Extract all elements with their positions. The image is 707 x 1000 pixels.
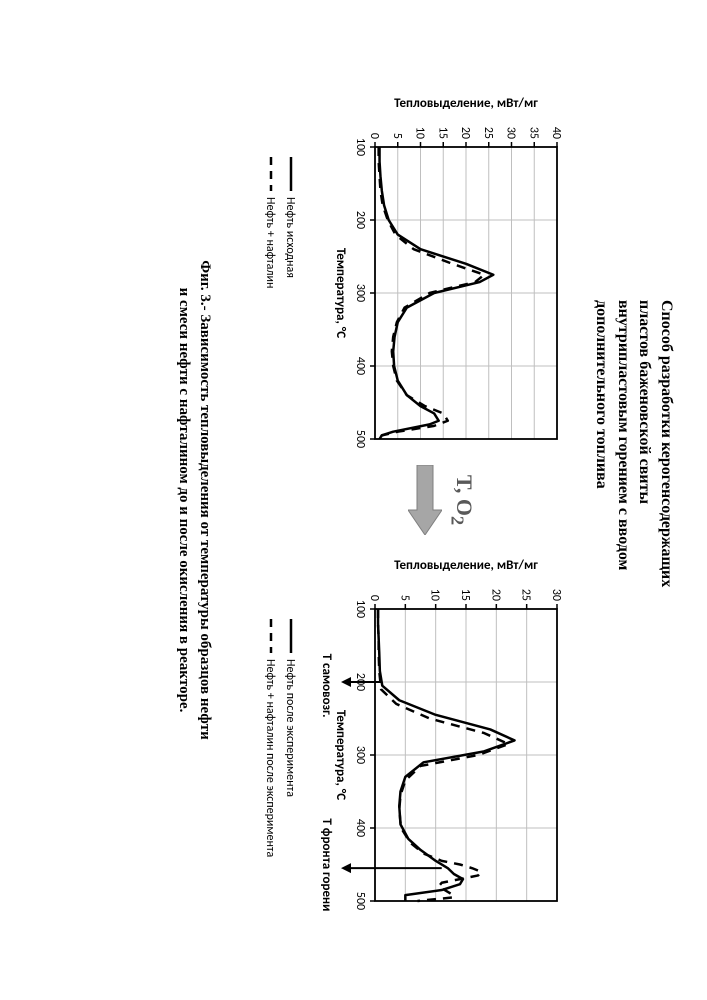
chart-right: 051015202530100200300400500Тепловыделени… bbox=[241, 551, 567, 911]
svg-text:Т самовозг.: Т самовозг. bbox=[319, 654, 334, 718]
svg-text:400: 400 bbox=[353, 357, 367, 375]
svg-text:Температура, °C: Температура, °C bbox=[333, 710, 348, 800]
svg-text:500: 500 bbox=[353, 892, 367, 910]
svg-text:Нефть + нафталин после экспери: Нефть + нафталин после эксперимента bbox=[263, 659, 277, 858]
svg-text:Тепловыделение, мВт/мг: Тепловыделение, мВт/мг bbox=[394, 558, 538, 573]
svg-text:15: 15 bbox=[435, 127, 449, 139]
svg-text:25: 25 bbox=[518, 589, 532, 601]
svg-text:300: 300 bbox=[353, 284, 367, 302]
caption-line: и смеси нефти с нафталином до и после ок… bbox=[176, 288, 192, 713]
svg-text:20: 20 bbox=[488, 589, 502, 601]
transition-arrow-block: T, O2 bbox=[408, 465, 476, 535]
svg-text:300: 300 bbox=[353, 746, 367, 764]
svg-text:0: 0 bbox=[367, 595, 381, 601]
title-line: пластов баженовской свиты bbox=[636, 300, 653, 504]
svg-text:Т фронта горения: Т фронта горения bbox=[319, 818, 334, 911]
svg-text:Тепловыделение, мВт/мг: Тепловыделение, мВт/мг bbox=[394, 96, 538, 111]
svg-text:15: 15 bbox=[458, 589, 472, 601]
svg-text:200: 200 bbox=[353, 211, 367, 229]
charts-row: 0510152025303540100200300400500Тепловыде… bbox=[241, 40, 567, 960]
title-line: Способ разработки керогенсодержащих bbox=[658, 300, 675, 587]
svg-text:35: 35 bbox=[526, 127, 540, 139]
svg-text:Нефть после эксперимента: Нефть после эксперимента bbox=[283, 659, 297, 797]
svg-text:10: 10 bbox=[412, 127, 426, 139]
document-title: Способ разработки керогенсодержащих плас… bbox=[591, 300, 677, 960]
svg-text:Нефть + нафталин: Нефть + нафталин bbox=[263, 197, 277, 288]
svg-text:Температура, °C: Температура, °C bbox=[333, 248, 348, 338]
transition-label: T, O2 bbox=[446, 475, 476, 525]
svg-text:30: 30 bbox=[549, 589, 563, 601]
svg-text:400: 400 bbox=[353, 819, 367, 837]
svg-text:20: 20 bbox=[458, 127, 472, 139]
title-line: дополнительного топлива bbox=[593, 300, 610, 489]
svg-text:5: 5 bbox=[389, 133, 403, 139]
title-line: внутрипластовым горением с вводом bbox=[615, 300, 632, 570]
svg-text:5: 5 bbox=[397, 595, 411, 601]
svg-text:Нефть исходная: Нефть исходная bbox=[283, 197, 297, 278]
chart-left-block: 0 5 10 15 20 25 30 35 40 100 200 300 400 500 Тепловыде… bbox=[241, 89, 567, 449]
figure-caption: Фиг. 3.- Зависимость тепловыделения от т… bbox=[174, 40, 215, 960]
chart-left: 0 5 10 15 20 25 30 35 40 100 200 300 400 500 Тепловыде… bbox=[241, 89, 567, 449]
big-arrow-icon bbox=[408, 465, 442, 535]
svg-text:25: 25 bbox=[480, 127, 494, 139]
svg-text:100: 100 bbox=[353, 600, 367, 618]
svg-text:10: 10 bbox=[427, 589, 441, 601]
svg-text:40: 40 bbox=[549, 127, 563, 139]
svg-text:500: 500 bbox=[353, 430, 367, 448]
chart-right-block: 051015202530100200300400500Тепловыделени… bbox=[241, 551, 567, 911]
svg-text:0: 0 bbox=[367, 133, 381, 139]
caption-line: Фиг. 3.- Зависимость тепловыделения от т… bbox=[197, 260, 213, 740]
svg-text:30: 30 bbox=[503, 127, 517, 139]
page-rotated: Способ разработки керогенсодержащих плас… bbox=[0, 0, 707, 1000]
svg-text:100: 100 bbox=[353, 138, 367, 156]
